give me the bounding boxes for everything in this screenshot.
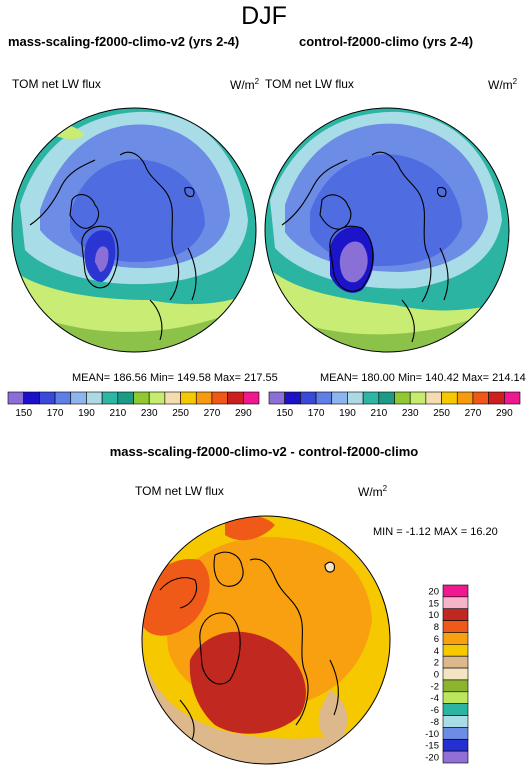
colorbar-swatch — [39, 391, 56, 405]
colorbar-tick-label: -20 — [425, 753, 439, 764]
colorbar-swatch — [442, 632, 469, 645]
colorbar-swatch — [180, 391, 197, 405]
colorbar-swatch — [362, 391, 380, 405]
colorbar-swatch — [331, 391, 348, 405]
colorbar-tick-label: 250 — [433, 408, 450, 419]
colorbar-swatch — [442, 644, 469, 657]
colorbar-swatch — [442, 667, 469, 681]
colorbar-swatch — [488, 391, 505, 405]
colorbar-tick-label: 170 — [47, 408, 64, 419]
figure-title: DJF — [241, 2, 287, 30]
colorbar-swatch — [211, 391, 228, 405]
colorbar-tick-label: 290 — [235, 408, 252, 419]
colorbar-panel-2: 150 170 190 210 230 250 270 290 — [268, 391, 521, 419]
panel-1-units: W/m2 — [230, 77, 260, 92]
colorbar-swatch — [442, 727, 469, 740]
colorbar-tick-label: 6 — [434, 634, 439, 645]
colorbar-swatch — [442, 679, 469, 693]
colorbar-swatch — [284, 391, 301, 405]
colorbar-swatch — [243, 391, 260, 405]
colorbar-swatch — [148, 391, 166, 405]
colorbar-swatch — [268, 391, 285, 405]
colorbar-tick-label: 2 — [434, 658, 439, 669]
colorbar-tick-label: 4 — [434, 646, 439, 657]
colorbar-tick-label: 15 — [428, 598, 439, 609]
colorbar-tick-label: 210 — [370, 408, 387, 419]
colorbar-swatch — [442, 703, 469, 716]
colorbar-swatch — [425, 391, 442, 405]
panel-2-title: control-f2000-climo (yrs 2-4) — [299, 34, 474, 49]
colorbar-tick-label: 290 — [496, 408, 513, 419]
colorbar-tick-label: 0 — [434, 670, 439, 681]
colorbar-tick-label: 8 — [434, 622, 439, 633]
colorbar-tick-label: 250 — [172, 408, 189, 419]
panel-1-field-label: TOM net LW flux — [12, 77, 101, 91]
colorbar-swatch — [347, 391, 364, 405]
panel-2-units: W/m2 — [488, 77, 518, 92]
colorbar-swatch — [394, 391, 411, 405]
diff-stats: MIN = -1.12 MAX = 16.20 — [373, 526, 498, 538]
colorbar-swatch — [86, 391, 103, 405]
map-panel-2 — [265, 108, 509, 352]
colorbar-swatch — [442, 620, 469, 633]
colorbar-swatch — [117, 391, 134, 405]
colorbar-tick-label: 150 — [15, 408, 32, 419]
colorbar-panel-1: 150 170 190 210 230 250 270 290 — [7, 391, 260, 419]
colorbar-swatch — [442, 750, 469, 764]
diff-field-label: TOM net LW flux — [135, 484, 224, 498]
diff-title: mass-scaling-f2000-climo-v2 - control-f2… — [109, 444, 419, 459]
colorbar-swatch — [441, 391, 458, 405]
colorbar-tick-label: 190 — [78, 408, 95, 419]
colorbar-tick-label: -8 — [431, 717, 439, 728]
colorbar-tick-label: 10 — [428, 610, 439, 621]
colorbar-swatch — [164, 391, 181, 405]
colorbar-swatch — [504, 391, 521, 405]
panel-2-field-label: TOM net LW flux — [265, 77, 354, 91]
colorbar-swatch — [7, 391, 24, 405]
colorbar-tick-label: 270 — [204, 408, 221, 419]
colorbar-swatch — [315, 391, 333, 405]
colorbar-swatch — [23, 391, 40, 405]
colorbar-swatch — [70, 391, 87, 405]
colorbar-swatch — [456, 391, 474, 405]
colorbar-tick-label: 20 — [428, 586, 439, 597]
colorbar-swatch — [442, 596, 469, 610]
colorbar-tick-label: 190 — [339, 408, 356, 419]
colorbar-swatch — [442, 608, 469, 621]
colorbar-tick-label: 150 — [276, 408, 293, 419]
colorbar-swatch — [409, 391, 427, 405]
colorbar-tick-label: 210 — [109, 408, 126, 419]
colorbar-swatch — [133, 391, 150, 405]
colorbar-swatch — [472, 391, 489, 405]
colorbar-swatch — [442, 715, 469, 728]
colorbar-tick-label: 270 — [465, 408, 482, 419]
colorbar-swatch — [54, 391, 72, 405]
colorbar-tick-label: -4 — [431, 693, 439, 704]
panel-2-stats: MEAN= 180.00 Min= 140.42 Max= 214.14 — [320, 372, 526, 384]
colorbar-swatch — [442, 655, 469, 669]
colorbar-tick-label: -10 — [425, 729, 439, 740]
colorbar-tick-label: -6 — [431, 705, 439, 716]
colorbar-swatch — [195, 391, 213, 405]
diff-units: W/m2 — [358, 484, 388, 499]
colorbar-tick-label: -2 — [431, 681, 439, 692]
colorbar-swatch — [300, 391, 317, 405]
map-panel-1 — [12, 108, 256, 352]
colorbar-swatch — [442, 584, 469, 598]
colorbar-tick-label: 230 — [402, 408, 419, 419]
colorbar-swatch — [378, 391, 395, 405]
colorbar-tick-label: 230 — [141, 408, 158, 419]
colorbar-tick-label: 170 — [308, 408, 325, 419]
colorbar-swatch — [442, 691, 469, 704]
colorbar-swatch — [442, 738, 469, 752]
panel-1-title: mass-scaling-f2000-climo-v2 (yrs 2-4) — [8, 34, 240, 49]
colorbar-swatch — [101, 391, 119, 405]
colorbar-swatch — [227, 391, 244, 405]
colorbar-tick-label: -15 — [425, 741, 439, 752]
panel-1-stats: MEAN= 186.56 Min= 149.58 Max= 217.55 — [72, 372, 278, 384]
